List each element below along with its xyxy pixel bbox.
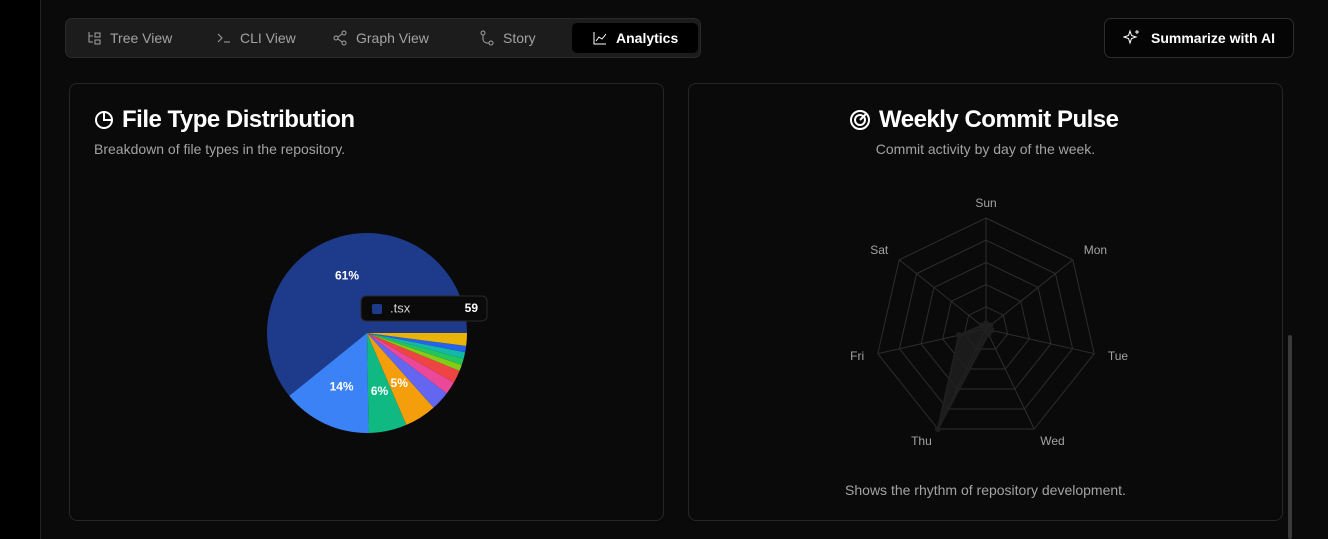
tab[interactable]: CLI View xyxy=(216,23,296,53)
radar-dot xyxy=(978,322,985,329)
tab[interactable]: Tree View xyxy=(86,23,172,53)
main-panel: Tree View CLI View Graph View Story Anal… xyxy=(40,0,1328,539)
axis-label: Sat xyxy=(870,243,889,257)
axis-label: Mon xyxy=(1084,243,1107,257)
slice-label: 6% xyxy=(371,384,389,398)
tooltip-value: 59 xyxy=(465,301,479,315)
summarize-button[interactable]: Summarize with AI xyxy=(1104,18,1294,58)
tab-label: Analytics xyxy=(616,30,679,46)
tab-bar: Tree View CLI View Graph View Story Anal… xyxy=(65,18,701,58)
radar-dot xyxy=(934,426,941,433)
radar-chart: Sun Mon Tue Wed Thu Fri Sat xyxy=(850,196,1129,448)
slice-label: 5% xyxy=(391,376,409,390)
radar-ring xyxy=(877,217,1095,430)
title-text: Weekly Commit Pulse xyxy=(879,106,1119,133)
card: File Type Distribution Breakdown of file… xyxy=(69,83,664,521)
radar-icon xyxy=(850,110,870,130)
slice-label: 61% xyxy=(335,269,359,283)
axis-label: Fri xyxy=(850,349,864,363)
axis-label: Wed xyxy=(1040,434,1064,448)
tab[interactable]: Story xyxy=(479,23,536,53)
pie-slice xyxy=(289,333,369,433)
pie-slice xyxy=(367,333,434,425)
tooltip: .tsx 59 xyxy=(360,295,488,322)
tab-active[interactable]: Analytics xyxy=(572,23,699,53)
sparkle-icon xyxy=(1123,29,1140,45)
pie-slice xyxy=(367,333,467,346)
radar-area xyxy=(936,322,993,430)
radar-spoke xyxy=(985,328,1095,355)
pie-chart: 61% 14% 6%5% .tsx 59 xyxy=(267,233,488,433)
tab-label: Graph View xyxy=(356,30,429,46)
radar-ring xyxy=(920,261,1052,390)
tab[interactable]: Graph View xyxy=(332,23,429,53)
footnote: Shows the rhythm of repository developme… xyxy=(845,482,1126,498)
card-title: Weekly Commit Pulse xyxy=(849,106,1119,134)
tab-label: Story xyxy=(503,30,536,46)
pie-icon xyxy=(95,111,113,129)
graph-icon xyxy=(333,30,347,46)
radar-dot xyxy=(955,332,962,339)
radar-spoke xyxy=(985,328,1035,430)
radar-spoke xyxy=(985,259,1074,330)
card-subtitle: Breakdown of file types in the repositor… xyxy=(94,141,346,157)
pie-slice xyxy=(367,333,467,353)
card-title: File Type Distribution xyxy=(94,106,355,134)
pie-slice xyxy=(367,333,464,365)
radar-ring xyxy=(963,306,1009,350)
pie-slice xyxy=(367,333,454,394)
card: Weekly Commit Pulse Commit activity by d… xyxy=(688,83,1283,521)
radar-ring xyxy=(942,284,1030,370)
tab-label: Tree View xyxy=(110,30,173,46)
scrollbar xyxy=(1288,335,1292,539)
axis-label: Sun xyxy=(975,196,996,210)
tree-icon xyxy=(88,32,101,45)
slice-label: 14% xyxy=(330,380,354,394)
pie-slice xyxy=(367,333,447,408)
story-icon xyxy=(480,30,494,46)
tooltip-box xyxy=(360,295,488,322)
title-text: File Type Distribution xyxy=(122,106,355,133)
card-subtitle: Commit activity by day of the week. xyxy=(875,141,1096,157)
radar-dot xyxy=(987,322,994,329)
tooltip-label: .tsx xyxy=(390,300,411,315)
axis-label: Thu xyxy=(911,434,932,448)
radar-spoke xyxy=(898,259,987,330)
radar-ring xyxy=(898,239,1074,410)
tab-label: CLI View xyxy=(240,30,296,46)
tooltip-swatch xyxy=(372,304,382,314)
axis-label: Tue xyxy=(1108,349,1129,363)
pie-slice xyxy=(367,333,407,433)
pie-slice xyxy=(367,333,466,359)
analytics-icon xyxy=(593,32,607,45)
cli-icon xyxy=(217,33,230,43)
button-label: Summarize with AI xyxy=(1151,30,1275,46)
pie-slice xyxy=(367,333,462,371)
pie-slice xyxy=(367,333,460,383)
radar-dot xyxy=(985,331,992,338)
